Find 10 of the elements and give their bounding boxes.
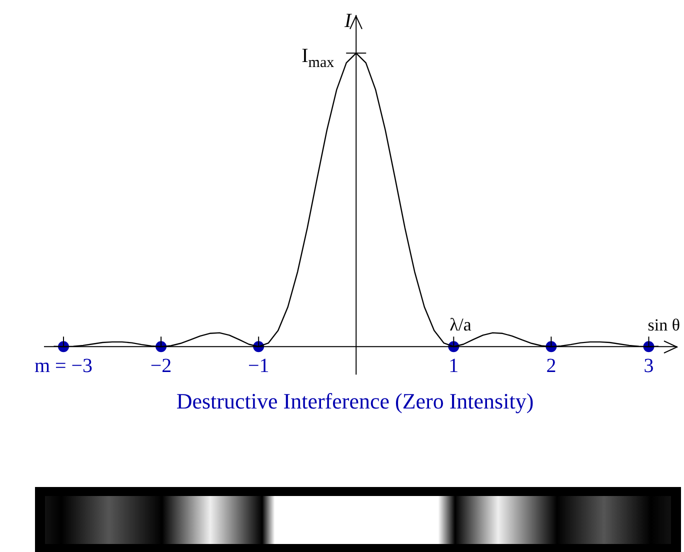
x-tick-label: −1 (248, 354, 270, 377)
x-tick-label: 3 (644, 354, 654, 377)
x-tick-label: 1 (448, 354, 459, 377)
x-tick-label: −2 (150, 354, 172, 377)
annotation: λ/a (450, 314, 472, 335)
text: Destructive Interference (Zero Intensity) (176, 388, 534, 414)
y-axis-title: I (343, 10, 352, 32)
x-tick-label: 2 (546, 354, 556, 377)
x-axis-title: sin θ (648, 316, 680, 335)
x-tick-label: m = −3 (34, 354, 93, 377)
